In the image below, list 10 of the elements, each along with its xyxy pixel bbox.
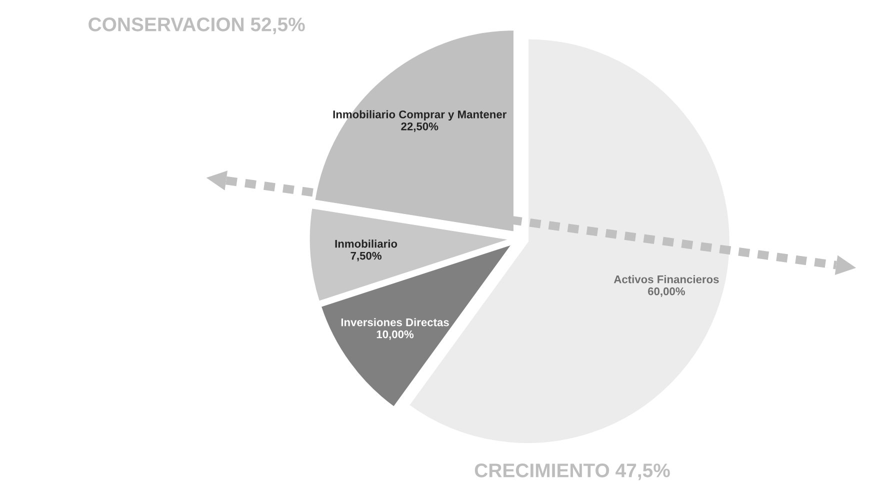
data-label: 60,00% bbox=[648, 287, 685, 297]
text: CRECIMIENTO 47,5% bbox=[474, 464, 670, 480]
data-label: 7,50% bbox=[350, 252, 382, 262]
slice-label: Inversiones Directas bbox=[341, 318, 449, 326]
text: CONSERVACION 52,5% bbox=[88, 18, 305, 34]
data-label: 22,50% bbox=[401, 122, 438, 132]
slice-label: Inmobiliario Comprar y Mantener bbox=[333, 110, 507, 121]
data-label: 10,00% bbox=[376, 330, 414, 340]
slice-label: Activos Financieros bbox=[614, 275, 719, 284]
slice-label: Inmobiliario bbox=[335, 240, 398, 248]
